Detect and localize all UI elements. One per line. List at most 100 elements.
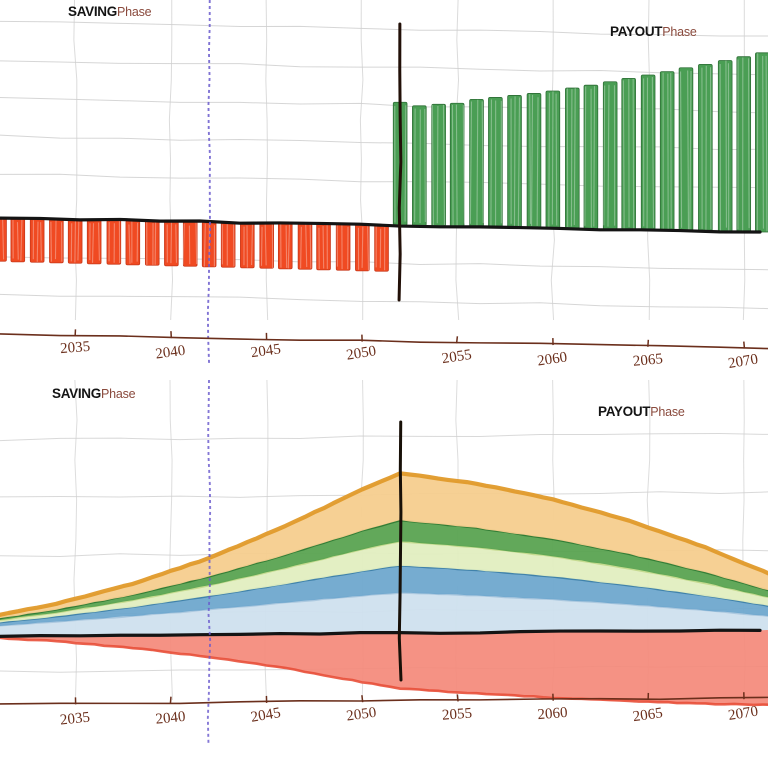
cashflow-x-tick-labels: 203520402045205020552060206520700 — [60, 339, 760, 372]
texture-streak — [260, 226, 263, 266]
x-axis-line — [0, 696, 768, 705]
paid-out-area — [0, 630, 768, 707]
cashflow-phase-divider — [397, 22, 403, 302]
x-tick-label: 2045 — [250, 705, 282, 726]
texture-streak — [593, 86, 596, 227]
marker-dashed-line — [206, 380, 212, 745]
texture-streak — [404, 105, 407, 222]
x-tick-label: 2070 — [727, 351, 759, 372]
texture-streak — [555, 93, 558, 226]
texture-streak — [361, 226, 364, 268]
x-tick-label: 2055 — [441, 347, 473, 367]
payout-bar — [717, 60, 733, 232]
contribution-bar — [182, 221, 198, 267]
texture-streak — [529, 94, 532, 224]
x-tick-label: 2050 — [345, 705, 377, 725]
x-axis-line — [0, 333, 768, 350]
cashflow-payout-bars — [392, 52, 768, 233]
texture-streak — [442, 104, 446, 225]
texture-streak — [97, 222, 100, 261]
texture-streak — [40, 222, 42, 261]
texture-streak — [551, 91, 554, 225]
cashflow-x-axis — [0, 329, 768, 350]
x-axis-tick — [361, 695, 364, 703]
capital-x-axis — [0, 692, 768, 705]
texture-streak — [77, 221, 80, 261]
payout-bar — [449, 102, 465, 227]
x-axis-tick — [169, 696, 172, 704]
capital-x-tick-labels: 2035 2040 2045 2050 2055 2060 2065 2070 — [59, 704, 759, 729]
contribution-bar — [49, 218, 64, 264]
phase-divider-line — [397, 420, 403, 682]
texture-streak — [74, 219, 77, 263]
contribution-bar — [29, 218, 45, 263]
x-tick-label: 2055 — [442, 706, 473, 724]
contribution-bar-body — [144, 220, 160, 266]
texture-streak — [513, 96, 516, 228]
zero-baseline — [0, 628, 762, 639]
x-tick-label: 2040 — [154, 343, 186, 363]
texture-streak — [651, 77, 655, 228]
texture-streak — [309, 224, 312, 269]
texture-streak — [285, 225, 288, 268]
texture-streak — [300, 226, 302, 269]
payout-bar — [678, 67, 694, 232]
payout-bar-body — [659, 71, 675, 231]
contribution-bar — [240, 222, 255, 269]
contribution-bar — [220, 221, 236, 268]
texture-streak — [54, 219, 57, 260]
payout-bar — [621, 77, 636, 230]
texture-streak — [322, 226, 325, 269]
texture-streak — [622, 80, 625, 229]
texture-streak — [264, 223, 267, 266]
texture-streak — [36, 221, 39, 262]
payout-bar — [583, 84, 599, 230]
contribution-bar — [0, 217, 7, 262]
texture-streak — [689, 71, 692, 230]
zero-baseline — [0, 216, 762, 234]
payout-bar — [602, 81, 618, 230]
texture-streak — [424, 108, 426, 222]
texture-streak — [251, 224, 254, 266]
texture-streak — [573, 88, 576, 226]
x-tick-label: 2065 — [632, 705, 664, 725]
texture-streak — [687, 70, 690, 231]
texture-streak — [455, 104, 458, 226]
x-axis-tick — [455, 336, 459, 344]
texture-streak — [762, 56, 764, 229]
gridline-horizontal — [0, 433, 768, 442]
texture-streak — [203, 223, 206, 267]
cashflow-zero-line — [0, 216, 762, 234]
texture-streak — [16, 222, 19, 260]
gridline-vertical — [168, 0, 174, 321]
texture-streak — [182, 223, 185, 265]
cashflow-chart-panel: 203520402045205020552060206520700 SAVING… — [0, 0, 768, 380]
texture-streak — [531, 94, 534, 226]
texture-streak — [548, 93, 550, 228]
x-tick-label: 2060 — [536, 349, 568, 369]
texture-streak — [490, 99, 493, 226]
contribution-bar — [355, 224, 370, 272]
texture-streak — [2, 219, 5, 260]
texture-streak — [91, 223, 95, 263]
x-tick-label: 2045 — [250, 341, 282, 361]
contribution-bar — [164, 220, 179, 267]
capital-chart-svg: 2035 2040 2045 2050 2055 2060 2065 2070 — [0, 380, 768, 745]
texture-streak — [607, 84, 610, 227]
payout-bar — [431, 103, 446, 227]
payout-bar — [659, 71, 675, 231]
texture-streak — [517, 97, 521, 228]
contribution-bar — [335, 223, 351, 271]
capital-stacked-areas — [0, 471, 768, 637]
x-tick-label: 2060 — [537, 705, 568, 723]
payout-bar — [507, 95, 522, 228]
contribution-bar — [10, 218, 26, 263]
x-tick-label: 2065 — [632, 351, 663, 370]
capital-marker-line — [206, 380, 212, 745]
texture-streak — [481, 101, 484, 223]
texture-streak — [584, 86, 587, 226]
contribution-bar — [144, 220, 160, 266]
x-tick-label: 2070 — [727, 704, 759, 724]
x-axis-tick — [456, 694, 459, 702]
contribution-bar-body — [220, 221, 236, 268]
